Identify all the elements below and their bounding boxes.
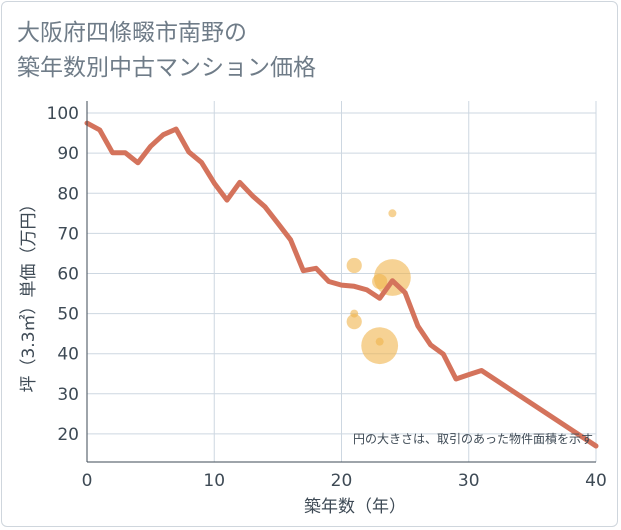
chart-title: 大阪府四條畷市南野の 築年数別中古マンション価格 xyxy=(17,16,316,86)
x-tick-label: 30 xyxy=(458,471,480,491)
scatter-bubble xyxy=(346,257,362,274)
price-line xyxy=(84,120,599,449)
x-tick-label: 0 xyxy=(82,471,93,491)
y-tick-label: 90 xyxy=(57,144,79,164)
scatter-bubble xyxy=(346,314,362,330)
bubble-series xyxy=(346,209,411,365)
y-tick-label: 50 xyxy=(57,305,79,325)
y-tick-label: 40 xyxy=(57,345,79,365)
bubble-size-note: 円の大きさは、取引のあった物件面積を示す xyxy=(353,431,593,446)
x-axis-title: 築年数（年） xyxy=(304,497,406,517)
x-tick-label: 20 xyxy=(331,471,353,491)
y-tick-label: 30 xyxy=(57,385,79,405)
price-line-series xyxy=(84,120,599,449)
title-line-2: 築年数別中古マンション価格 xyxy=(17,55,316,81)
x-tick-label: 10 xyxy=(203,471,225,491)
title-line-1: 大阪府四條畷市南野の xyxy=(17,20,247,46)
x-tick-label: 40 xyxy=(585,471,607,491)
grid-lines xyxy=(87,101,597,462)
y-tick-label: 100 xyxy=(47,104,79,124)
y-tick-label: 20 xyxy=(57,425,79,445)
scatter-bubble xyxy=(388,209,397,218)
scatter-bubble xyxy=(361,327,399,365)
y-tick-label: 60 xyxy=(57,264,79,284)
tick-labels: 20 30 40 50 60 70 80 90 100 0 10 20 30 40 xyxy=(47,104,607,491)
y-tick-label: 80 xyxy=(57,184,79,204)
axes xyxy=(86,101,596,463)
y-tick-label: 70 xyxy=(57,224,79,244)
y-axis-title: 坪（3.3㎡）単価（万円） xyxy=(19,195,39,392)
